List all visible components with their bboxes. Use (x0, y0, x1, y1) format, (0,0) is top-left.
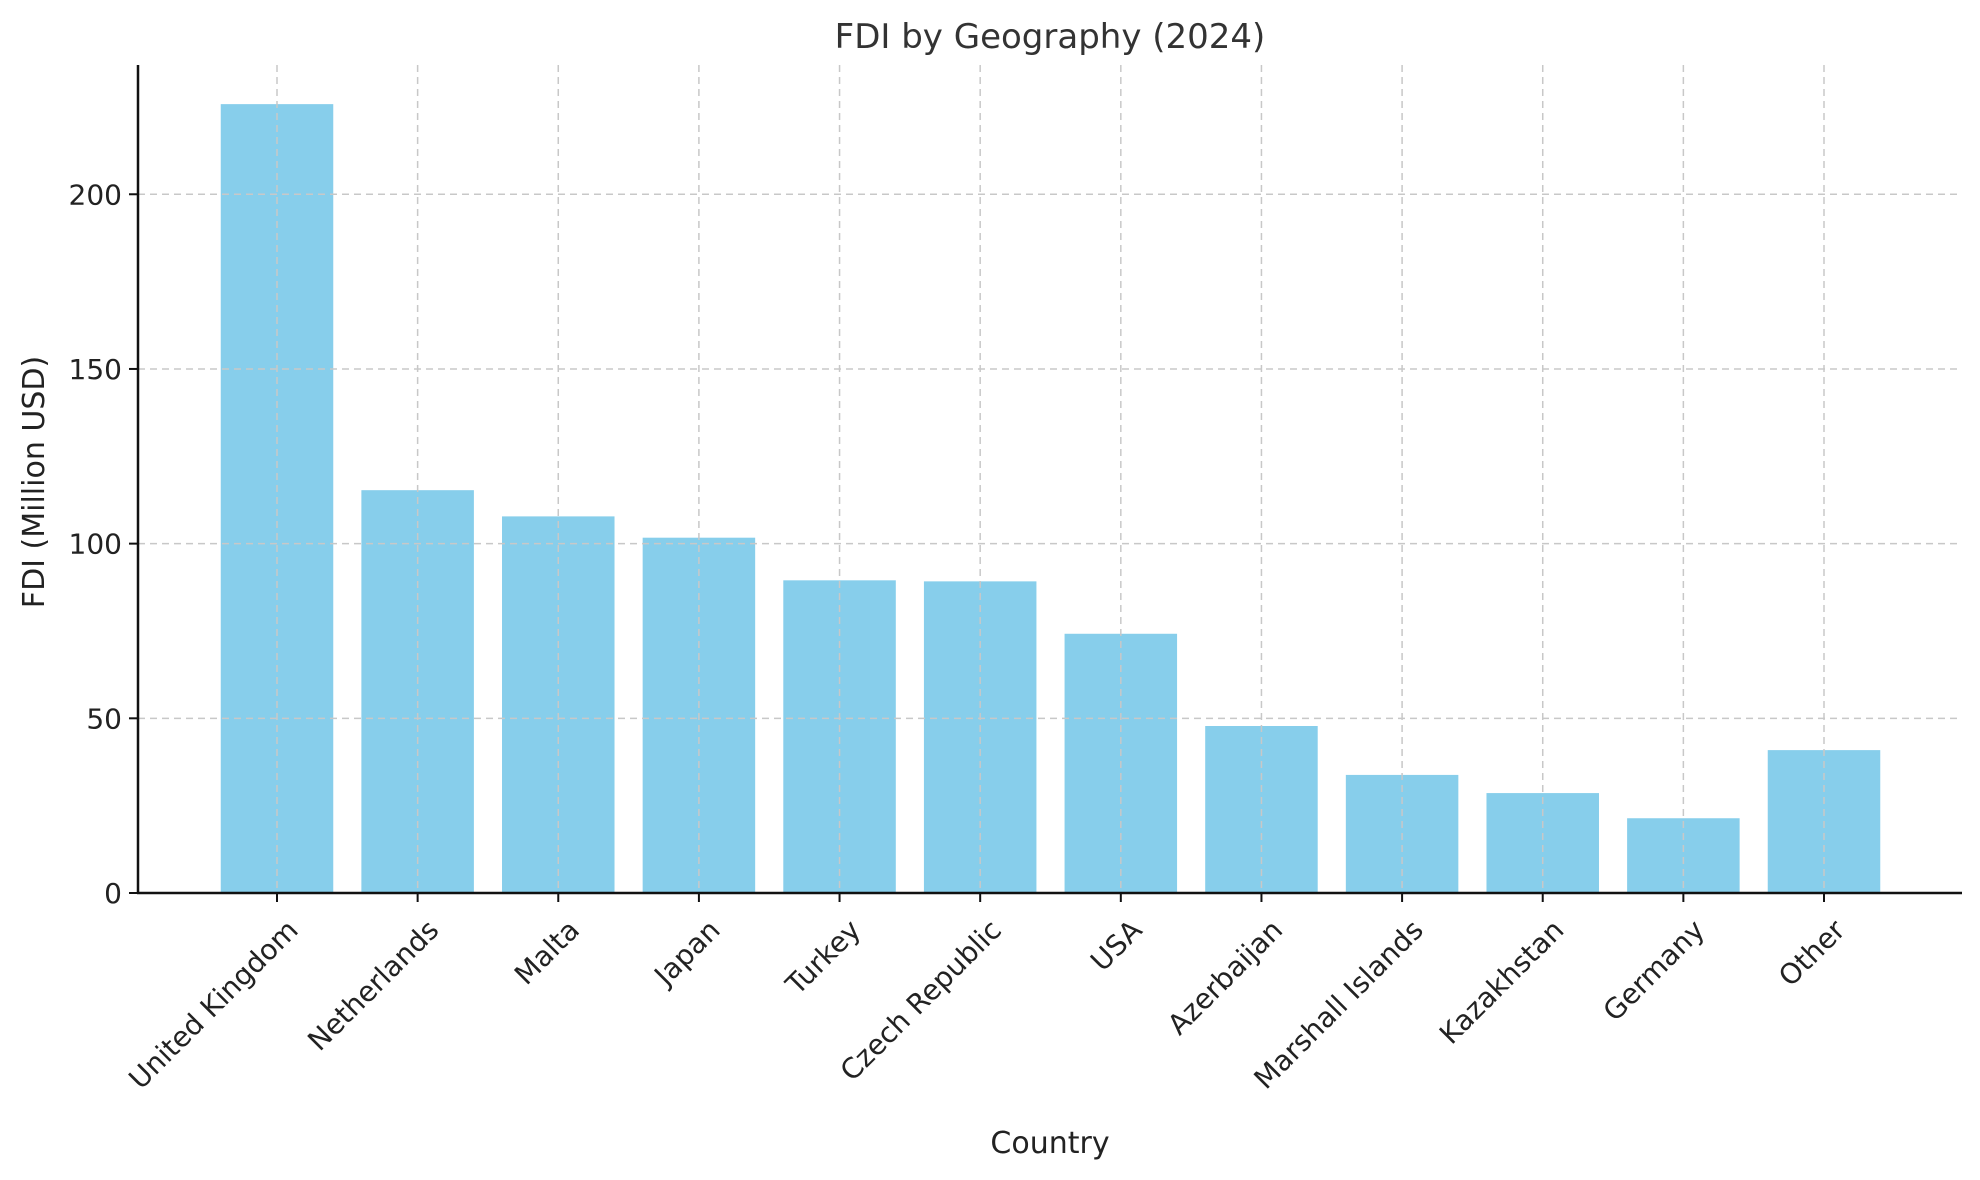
y-axis-label: FDI (Million USD) (17, 356, 52, 608)
x-tick-label: United Kingdom (122, 913, 304, 1095)
y-tick-label: 100 (69, 528, 122, 561)
x-tick-label: Other (1772, 913, 1852, 993)
y-tick-label: 150 (69, 353, 122, 386)
x-tick-label: Germany (1597, 913, 1711, 1027)
x-tick-label: Turkey (779, 913, 867, 1001)
bar-10 (1486, 793, 1599, 893)
y-tick-label: 50 (86, 702, 122, 735)
x-tick-label: Azerbaijan (1161, 913, 1289, 1041)
x-tick-label: Japan (647, 913, 727, 993)
x-axis-label: Country (990, 1126, 1109, 1161)
y-tick-label: 0 (104, 877, 122, 910)
x-tick-label: Netherlands (301, 913, 445, 1057)
x-tick-label: USA (1084, 913, 1148, 977)
x-tick-label: Kazakhstan (1433, 913, 1570, 1050)
x-tick-label: Malta (508, 913, 586, 991)
y-tick-label: 200 (69, 178, 122, 211)
bar-11 (1627, 818, 1740, 893)
chart-title: FDI by Geography (2024) (835, 17, 1266, 57)
